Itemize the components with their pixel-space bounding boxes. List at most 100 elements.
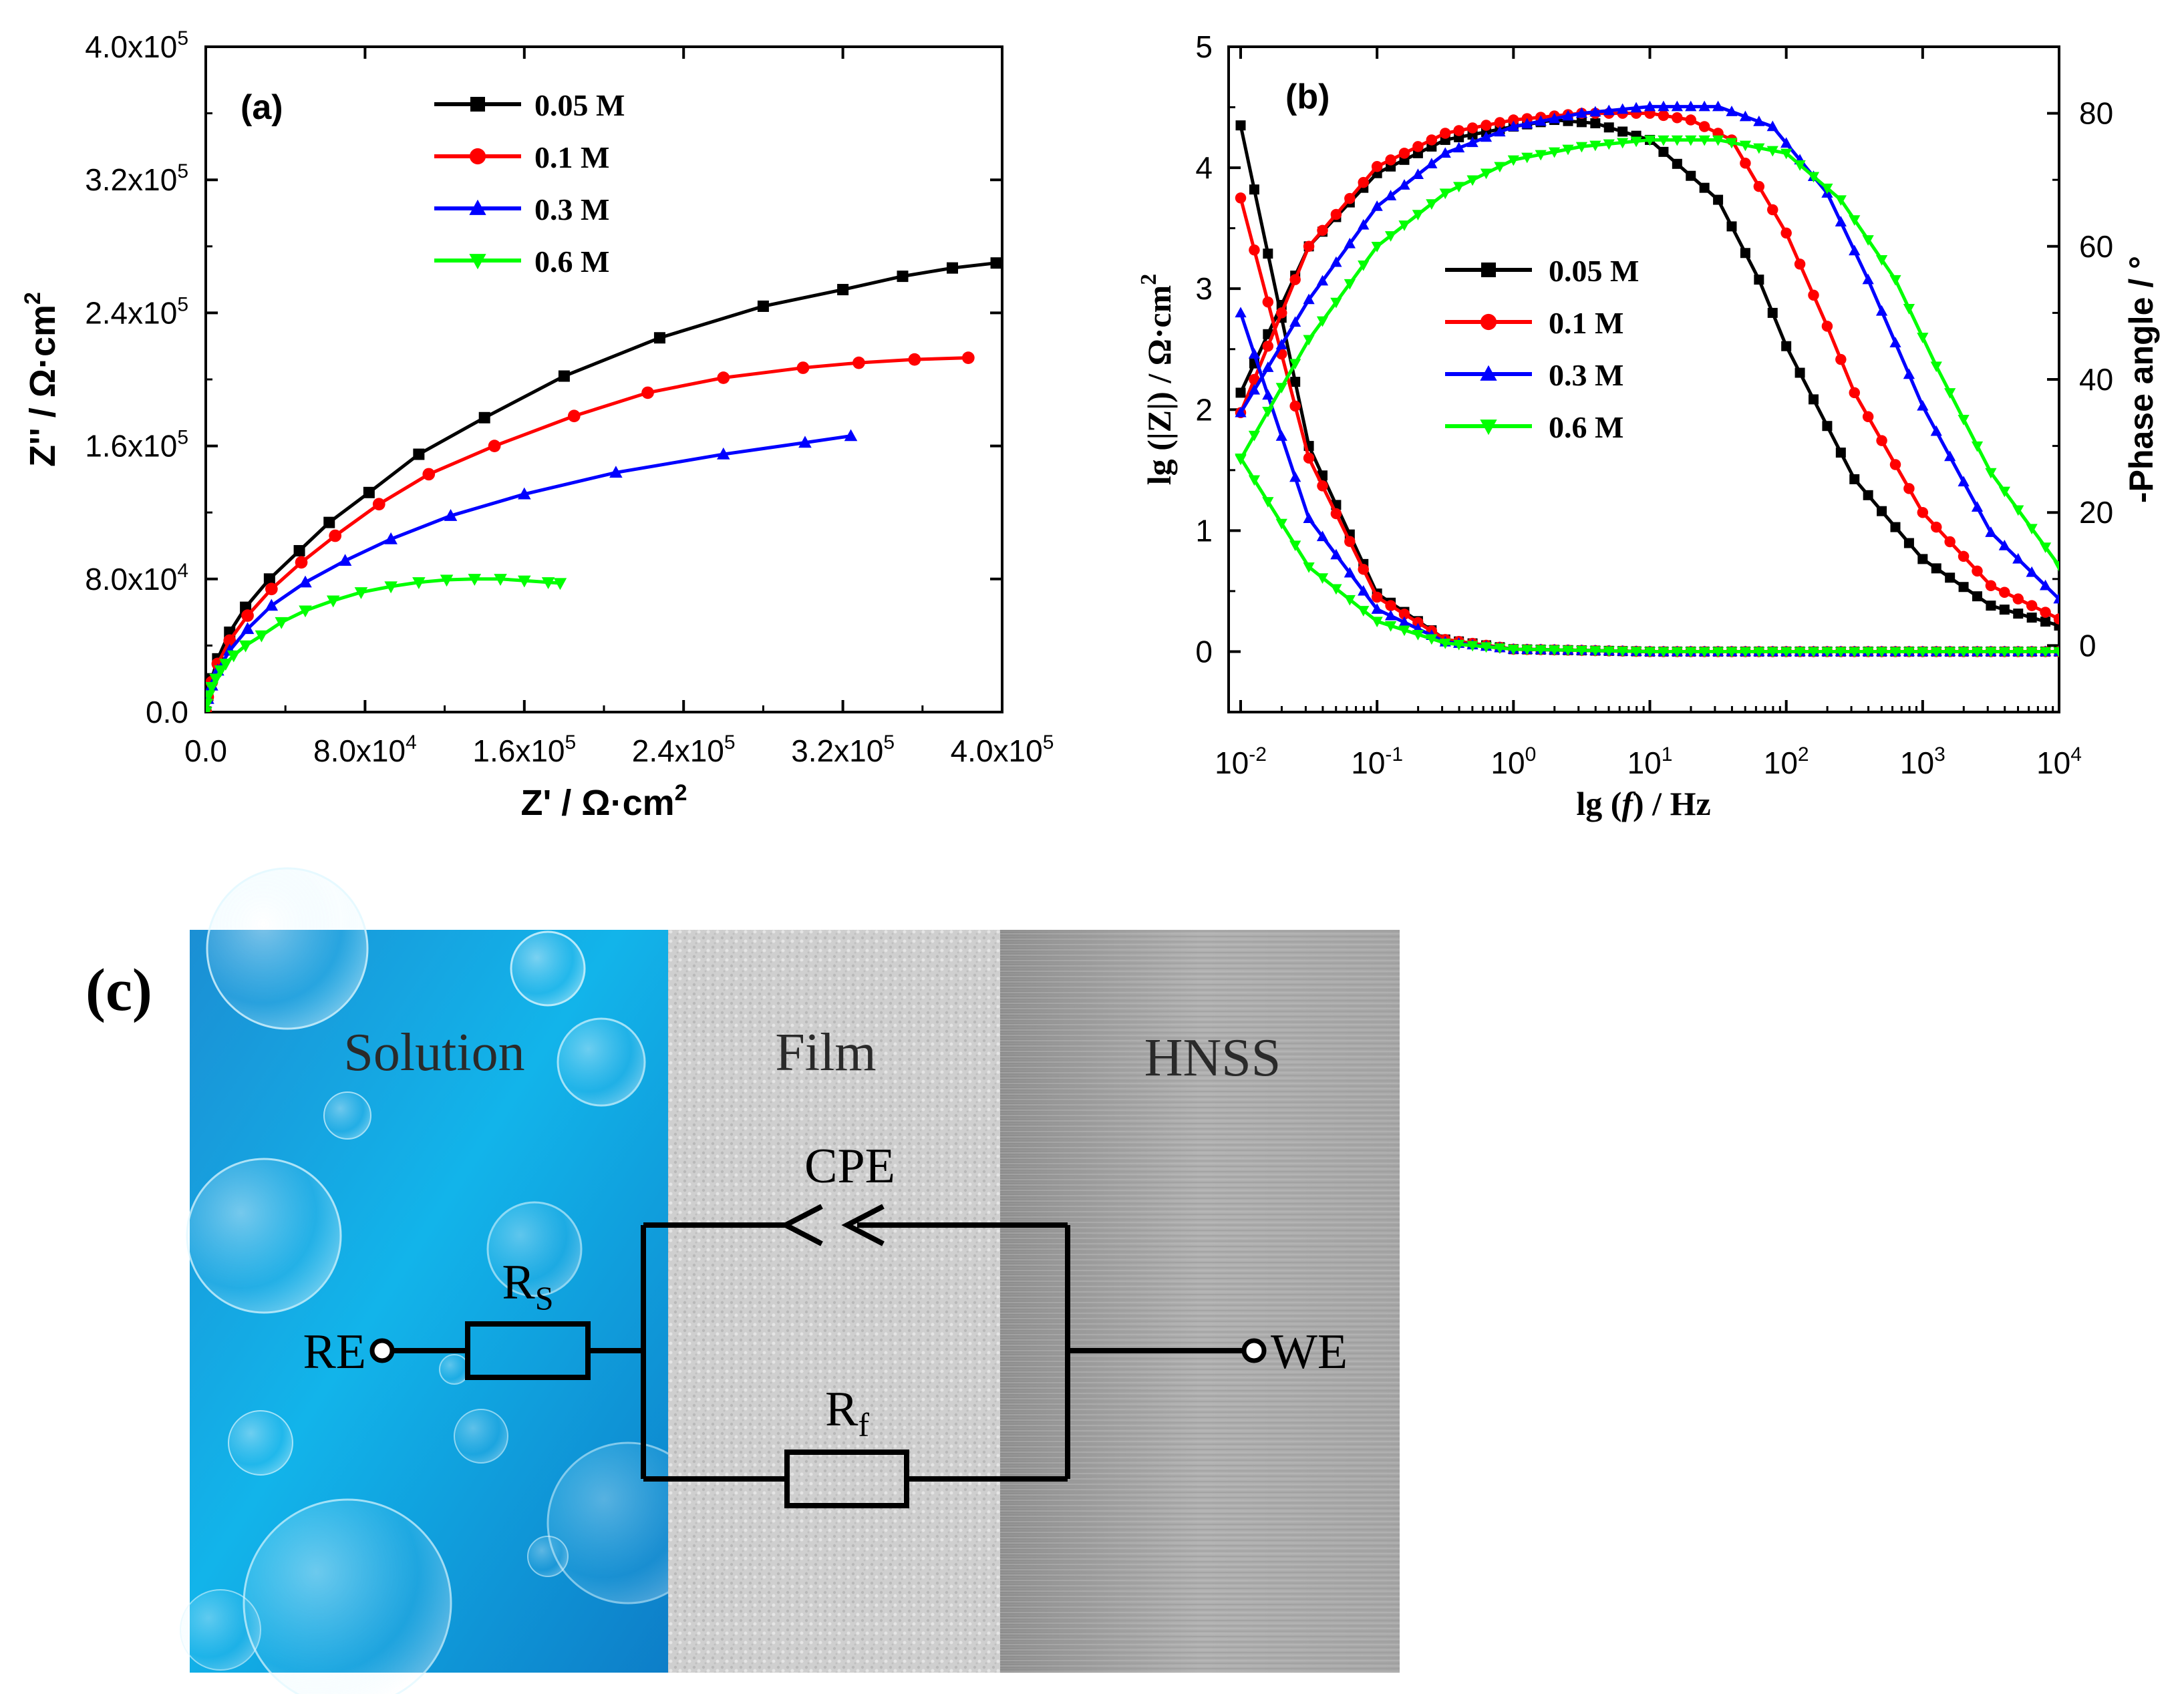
phase-point (1521, 152, 1533, 164)
data-point (338, 554, 352, 566)
data-point (206, 698, 214, 711)
y-tick-label-a: 0.0 (146, 695, 188, 729)
phase-point (1944, 388, 1956, 399)
data-point (206, 682, 218, 694)
magnitude-point (1780, 647, 1792, 658)
magnitude-point (1316, 573, 1329, 584)
magnitude-point (1358, 606, 1370, 617)
phase-point (2040, 617, 2051, 627)
data-point (295, 556, 308, 569)
phase-point (1740, 248, 1750, 259)
x-tick-label-a: 4.0x105 (951, 731, 1054, 768)
phase-point (1998, 540, 2010, 550)
phase-point (1384, 231, 1397, 242)
phase-point (1944, 450, 1956, 462)
magnitude-point (1985, 647, 1997, 658)
phase-point (1958, 550, 1970, 562)
magnitude-point (1849, 647, 1861, 658)
phase-point (1986, 601, 1996, 611)
phase-point (1644, 100, 1656, 112)
x-tick-label-a: 0.0 (184, 733, 227, 768)
magnitude-point (1685, 647, 1697, 658)
panel-a-series (206, 257, 1002, 712)
data-point (518, 487, 531, 500)
magnitude-point (1303, 562, 1315, 573)
phase-point (1849, 474, 1860, 484)
phase-point (1276, 307, 1287, 319)
magnitude-point (1535, 645, 1547, 656)
rs-resistor (465, 1321, 591, 1380)
phase-point (2040, 607, 2051, 618)
panel-a-label: (a) (241, 88, 283, 127)
phase-point (1685, 135, 1697, 146)
panel-a-ylabel: Z'' / Ω·cm2 (20, 292, 63, 467)
magnitude-point (1289, 400, 1301, 412)
phase-point (1753, 143, 1765, 154)
phase-point (1589, 106, 1601, 117)
magnitude-point (1317, 480, 1328, 492)
phase-point (1289, 274, 1301, 285)
rf-label: Rf (825, 1382, 869, 1444)
phase-point (1889, 337, 1901, 347)
phase-point (1685, 100, 1697, 112)
phase-point (1862, 273, 1874, 285)
phase-point (1931, 563, 1941, 574)
cpe-symbol (780, 1204, 885, 1246)
magnitude-point (1521, 645, 1533, 656)
data-point (440, 574, 454, 587)
data-point (990, 257, 1002, 269)
phase-point (1548, 147, 1561, 158)
magnitude-point (1371, 591, 1383, 603)
y-tick-label-a: 4.0x105 (85, 27, 188, 64)
data-point (241, 609, 254, 622)
phase-point (1248, 383, 1261, 395)
phase-point (1507, 155, 1519, 166)
magnitude-point (1330, 548, 1342, 560)
magnitude-point (1385, 600, 1396, 611)
series-line-0.3-M (206, 434, 851, 712)
phase-point (1289, 316, 1301, 327)
data-point (837, 284, 849, 296)
phase-point (1699, 182, 1710, 193)
data-point (444, 508, 458, 521)
phase-point (1289, 359, 1301, 370)
film-region (668, 930, 1000, 1673)
phase-point (1917, 399, 1929, 411)
data-point (275, 617, 289, 629)
data-point (209, 673, 222, 686)
phase-point (1944, 536, 1956, 548)
legend-label-a: 0.6 M (534, 244, 609, 279)
magnitude-point (2026, 647, 2038, 658)
phase-point (1494, 162, 1506, 173)
magnitude-point (1398, 609, 1410, 620)
data-point (798, 436, 812, 448)
legend-marker-a (470, 97, 485, 112)
phase-point (1412, 210, 1424, 220)
magnitude-point (1316, 530, 1329, 542)
x-tick-label-b: 10-1 (1351, 743, 1403, 780)
region-hnss-label: HNSS (1144, 1029, 1281, 1087)
panel-b-ylabel-right: -Phase angle / ° (2123, 256, 2160, 503)
legend-label-b: 0.6 M (1549, 410, 1623, 444)
phase-point (1603, 139, 1615, 150)
phase-point (1562, 144, 1574, 156)
re-terminal (369, 1338, 395, 1363)
circuit-wires (392, 1222, 1244, 1482)
phase-point (1930, 361, 1942, 373)
magnitude-point (1548, 645, 1561, 656)
phase-point (1371, 161, 1383, 172)
data-point (796, 361, 810, 374)
phase-point (1262, 407, 1274, 417)
phase-point (1248, 430, 1261, 442)
phase-point (1658, 110, 1670, 122)
magnitude-point (1248, 347, 1261, 359)
phase-point (1384, 190, 1397, 200)
x-tick-label-b: 103 (1900, 743, 1945, 780)
phase-point (1262, 361, 1274, 372)
phase-point (1985, 468, 1997, 479)
data-point (299, 575, 312, 588)
phase-point (1494, 126, 1506, 137)
data-point (518, 575, 531, 588)
phase-point (1849, 244, 1861, 256)
data-point (844, 429, 858, 442)
